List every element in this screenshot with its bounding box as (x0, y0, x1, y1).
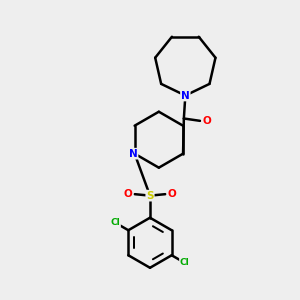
Text: Cl: Cl (180, 258, 190, 267)
Text: O: O (124, 189, 133, 199)
Text: S: S (146, 190, 154, 201)
Text: Cl: Cl (110, 218, 120, 227)
Text: O: O (167, 189, 176, 199)
Text: O: O (202, 116, 211, 126)
Text: N: N (181, 91, 190, 100)
Text: N: N (129, 149, 137, 159)
